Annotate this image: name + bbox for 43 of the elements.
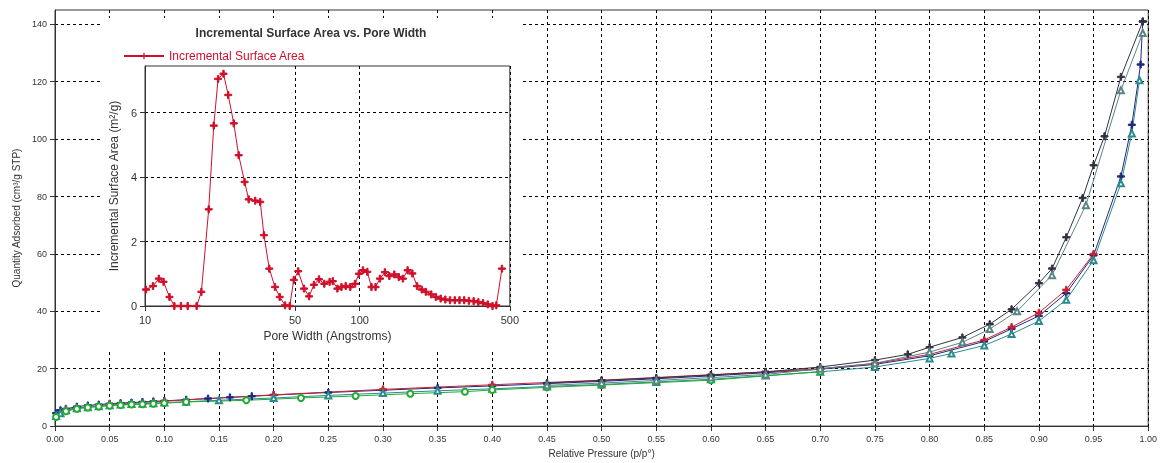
x-axis-title: Pore Width (Angstroms) xyxy=(263,329,392,343)
x-tick-label: 0.00 xyxy=(46,433,64,444)
y-axis-title: Quantity Adsorbed (cm³/g STP) xyxy=(10,148,22,288)
y-tick-label: 60 xyxy=(36,248,47,259)
x-tick-label: 0.30 xyxy=(374,433,392,444)
x-tick-label: 0.90 xyxy=(1030,433,1048,444)
x-tick-label: 0.85 xyxy=(975,433,994,444)
x-tick-label: 50 xyxy=(288,313,302,326)
x-tick-label: 0.60 xyxy=(702,433,720,444)
x-tick-label: 0.05 xyxy=(100,433,119,444)
x-tick-label: 0.35 xyxy=(428,433,447,444)
y-tick-label: 6 xyxy=(130,106,138,119)
x-tick-label: 0.80 xyxy=(920,433,939,444)
y-axis-title: Incremental Surface Area (m²/g) xyxy=(107,100,121,272)
y-tick-label: 2 xyxy=(130,235,138,248)
x-tick-label: 0.95 xyxy=(1084,433,1103,444)
x-tick-label: 100 xyxy=(350,313,369,326)
y-tick-label: 0 xyxy=(41,421,47,432)
x-tick-label: 0.20 xyxy=(264,433,283,444)
x-tick-label: 0.65 xyxy=(756,433,775,444)
x-tick-label: 0.75 xyxy=(866,433,884,444)
chart-title: Incremental Surface Area vs. Pore Width xyxy=(195,26,427,40)
x-tick-label: 500 xyxy=(500,313,519,326)
x-tick-label: 10 xyxy=(138,313,152,326)
y-tick-label: 4 xyxy=(130,171,138,184)
x-tick-label: 0.45 xyxy=(538,433,556,444)
x-tick-label: 0.10 xyxy=(155,433,174,444)
x-tick-label: 0.25 xyxy=(319,433,338,444)
y-tick-label: 100 xyxy=(31,134,47,145)
x-tick-label: 0.70 xyxy=(811,433,830,444)
x-tick-label: 1.00 xyxy=(1139,433,1158,444)
y-tick-label: 0 xyxy=(130,300,138,312)
y-tick-label: 140 xyxy=(31,19,47,30)
x-tick-label: 0.40 xyxy=(483,433,502,444)
x-tick-label: 0.15 xyxy=(210,433,228,444)
y-tick-label: 20 xyxy=(36,363,47,374)
y-tick-label: 80 xyxy=(36,191,47,202)
legend-label: Incremental Surface Area xyxy=(169,49,305,63)
x-axis-title: Relative Pressure (p/p°) xyxy=(548,447,655,459)
x-tick-label: 0.55 xyxy=(647,433,666,444)
x-tick-label: 0.50 xyxy=(592,433,611,444)
y-tick-label: 40 xyxy=(36,306,47,317)
y-tick-label: 120 xyxy=(31,76,47,87)
